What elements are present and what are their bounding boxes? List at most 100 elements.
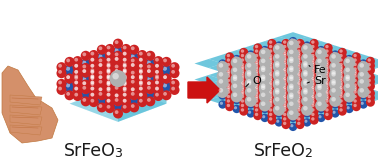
Circle shape <box>317 62 325 70</box>
Circle shape <box>123 70 127 74</box>
Polygon shape <box>335 84 363 93</box>
Circle shape <box>296 104 305 113</box>
Circle shape <box>338 84 347 93</box>
Polygon shape <box>86 83 118 95</box>
Circle shape <box>217 77 229 89</box>
Circle shape <box>282 104 290 113</box>
Circle shape <box>89 91 99 101</box>
Circle shape <box>218 63 223 68</box>
Circle shape <box>241 108 244 112</box>
Polygon shape <box>335 68 363 77</box>
Circle shape <box>137 68 147 78</box>
Circle shape <box>297 61 301 64</box>
Circle shape <box>246 77 255 86</box>
Circle shape <box>239 82 248 91</box>
Circle shape <box>345 64 353 72</box>
Circle shape <box>145 71 156 82</box>
Circle shape <box>275 73 283 82</box>
Circle shape <box>80 88 91 98</box>
Circle shape <box>289 123 297 131</box>
Circle shape <box>121 68 131 78</box>
Polygon shape <box>363 75 378 84</box>
Circle shape <box>296 93 305 102</box>
Circle shape <box>105 50 115 60</box>
Circle shape <box>318 65 322 68</box>
Circle shape <box>343 81 355 94</box>
Circle shape <box>97 86 107 96</box>
Circle shape <box>247 79 251 84</box>
Polygon shape <box>102 85 134 97</box>
Circle shape <box>80 59 91 70</box>
Circle shape <box>147 77 151 81</box>
Circle shape <box>241 58 244 62</box>
Circle shape <box>331 59 339 68</box>
Circle shape <box>289 66 294 70</box>
Circle shape <box>139 76 143 80</box>
Circle shape <box>338 66 347 75</box>
Circle shape <box>139 93 143 97</box>
Polygon shape <box>251 93 279 102</box>
Circle shape <box>64 65 75 76</box>
Circle shape <box>358 61 369 73</box>
Circle shape <box>129 77 139 88</box>
Circle shape <box>155 64 159 68</box>
Polygon shape <box>321 78 349 87</box>
Circle shape <box>89 62 99 72</box>
Circle shape <box>234 90 237 93</box>
Polygon shape <box>293 64 321 72</box>
Circle shape <box>66 92 70 96</box>
Polygon shape <box>335 82 363 91</box>
Circle shape <box>297 40 301 44</box>
Circle shape <box>267 102 276 111</box>
Circle shape <box>218 75 227 84</box>
Polygon shape <box>10 115 42 125</box>
Polygon shape <box>321 71 349 79</box>
Circle shape <box>107 93 110 97</box>
Circle shape <box>345 96 353 104</box>
Polygon shape <box>293 81 321 90</box>
Circle shape <box>311 45 314 48</box>
Circle shape <box>345 55 353 63</box>
Circle shape <box>153 68 163 78</box>
Circle shape <box>105 103 115 113</box>
Circle shape <box>269 63 272 66</box>
Polygon shape <box>251 100 279 109</box>
Circle shape <box>110 70 127 87</box>
Circle shape <box>81 51 91 61</box>
Polygon shape <box>293 72 321 81</box>
Circle shape <box>282 116 290 125</box>
Circle shape <box>283 45 287 48</box>
Circle shape <box>289 57 294 61</box>
Circle shape <box>233 59 237 63</box>
Circle shape <box>325 77 328 80</box>
Circle shape <box>74 74 78 78</box>
Circle shape <box>290 65 293 68</box>
Polygon shape <box>307 82 335 91</box>
Circle shape <box>367 74 371 78</box>
Circle shape <box>259 48 271 60</box>
Circle shape <box>239 107 248 116</box>
Circle shape <box>333 77 336 80</box>
Circle shape <box>115 40 118 44</box>
Circle shape <box>153 85 163 95</box>
Circle shape <box>297 122 301 125</box>
Circle shape <box>296 57 305 66</box>
Circle shape <box>318 63 322 67</box>
Circle shape <box>297 81 301 84</box>
Circle shape <box>123 58 127 62</box>
Circle shape <box>289 71 297 79</box>
Polygon shape <box>307 77 335 86</box>
Circle shape <box>301 43 313 55</box>
Circle shape <box>261 83 265 88</box>
Circle shape <box>301 59 313 71</box>
Circle shape <box>113 47 124 57</box>
Circle shape <box>297 65 301 69</box>
Circle shape <box>289 78 297 86</box>
Circle shape <box>82 65 86 68</box>
Circle shape <box>227 72 230 75</box>
Polygon shape <box>265 81 293 90</box>
Polygon shape <box>251 109 279 118</box>
Circle shape <box>287 83 299 95</box>
Circle shape <box>269 40 272 44</box>
Circle shape <box>311 92 314 96</box>
